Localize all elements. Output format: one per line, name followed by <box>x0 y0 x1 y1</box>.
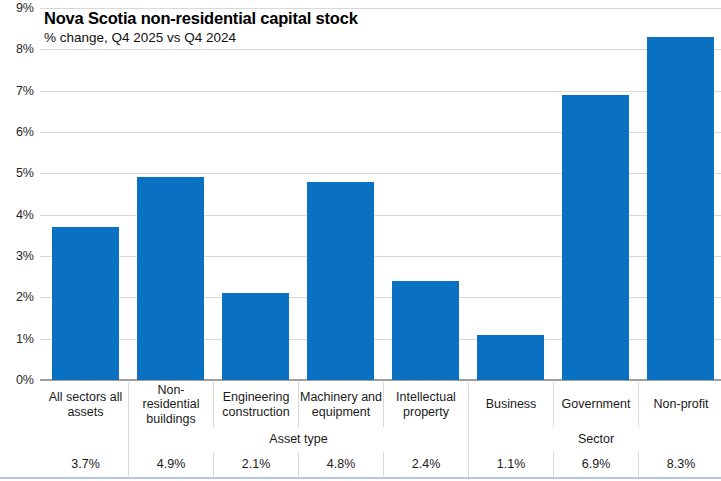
y-tick-label-4: 4% <box>0 207 34 223</box>
group-label-sector: Sector <box>468 427 721 452</box>
value-label-5: 2.4% <box>383 452 468 477</box>
table-bottom-border <box>0 477 721 479</box>
category-label-6: Business <box>468 382 553 427</box>
capital-stock-bar-chart: Nova Scotia non-residential capital stoc… <box>0 0 721 481</box>
category-label-7: Government <box>553 382 638 427</box>
value-label-2: 4.9% <box>128 452 213 477</box>
y-tick-label-3: 3% <box>0 248 34 264</box>
bar-3 <box>222 293 289 380</box>
y-tick-label-5: 5% <box>0 165 34 181</box>
bar-6 <box>477 335 544 380</box>
value-label-4: 4.8% <box>298 452 383 477</box>
value-label-6: 1.1% <box>468 452 553 477</box>
category-label-3: Engineering construction <box>213 382 298 427</box>
category-label-4: Machinery and equipment <box>298 382 383 427</box>
bar-8 <box>647 37 714 380</box>
value-label-3: 2.1% <box>213 452 298 477</box>
y-tick-label-8: 8% <box>0 41 34 57</box>
category-label-2: Non- residential buildings <box>128 382 213 427</box>
chart-subtitle: % change, Q4 2025 vs Q4 2024 <box>44 30 236 45</box>
category-label-8: Non-profit <box>638 382 721 427</box>
gridline-8pct <box>40 49 721 50</box>
value-label-7: 6.9% <box>553 452 638 477</box>
y-tick-label-0: 0% <box>0 372 34 388</box>
category-label-row: All sectors all assetsNon- residential b… <box>43 382 721 427</box>
bar-7 <box>562 95 629 380</box>
value-label-1: 3.7% <box>43 452 128 477</box>
group-label-asset-type: Asset type <box>128 427 468 452</box>
bar-5 <box>392 281 459 380</box>
value-label-row: 3.7%4.9%2.1%4.8%2.4%1.1%6.9%8.3% <box>43 452 721 477</box>
y-tick-label-1: 1% <box>0 331 34 347</box>
gridline-7pct <box>40 91 721 92</box>
bar-4 <box>307 182 374 380</box>
y-tick-label-6: 6% <box>0 124 34 140</box>
y-tick-label-2: 2% <box>0 289 34 305</box>
y-tick-label-9: 9% <box>0 0 34 16</box>
category-label-5: Intellectual property <box>383 382 468 427</box>
chart-title: Nova Scotia non-residential capital stoc… <box>44 9 358 28</box>
group-label-blank <box>43 427 128 452</box>
category-label-1: All sectors all assets <box>43 382 128 427</box>
bar-1 <box>52 227 119 380</box>
value-label-8: 8.3% <box>638 452 721 477</box>
y-tick-label-7: 7% <box>0 83 34 99</box>
group-label-row: Asset typeSector <box>43 427 721 452</box>
bar-2 <box>137 177 204 380</box>
